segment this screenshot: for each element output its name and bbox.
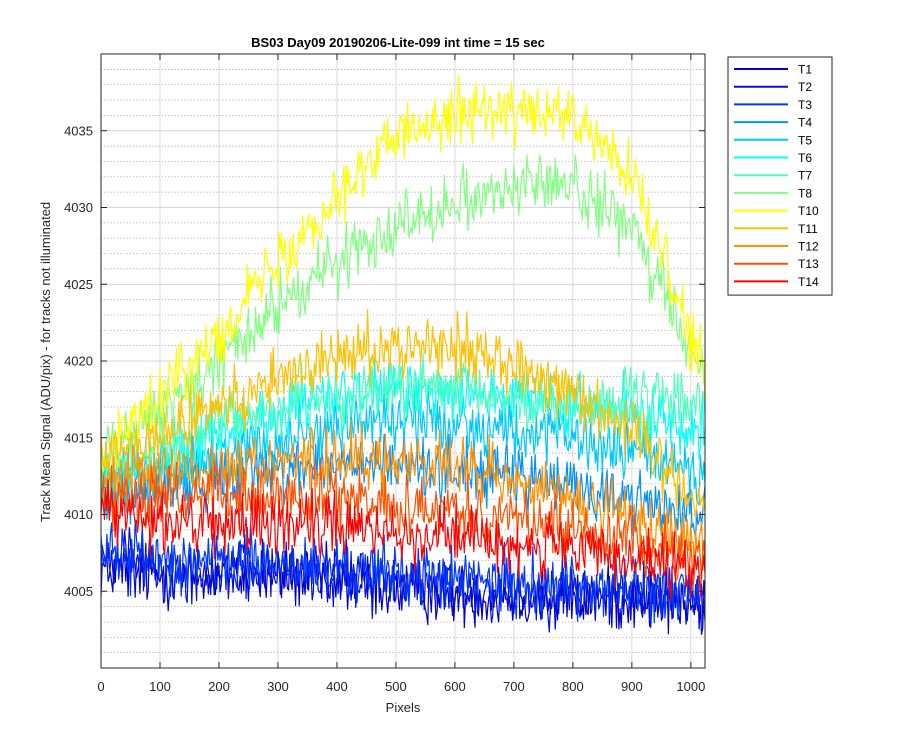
series-line-t7 [100, 352, 706, 510]
legend-label: T5 [798, 133, 812, 147]
x-axis-label: Pixels [386, 700, 421, 715]
legend-label: T6 [798, 151, 812, 165]
series-line-t11 [100, 309, 706, 519]
y-tick-label: 4030 [64, 200, 93, 215]
y-tick-label: 4015 [64, 430, 93, 445]
legend-label: T11 [798, 222, 818, 236]
x-tick-label: 300 [267, 679, 289, 694]
series-line-t12 [100, 421, 706, 572]
series-layer [100, 75, 706, 636]
legend-label: T1 [798, 63, 812, 77]
x-tick-label: 800 [562, 679, 584, 694]
legend-label: T13 [798, 257, 819, 271]
x-tick-label: 500 [385, 679, 407, 694]
x-tick-label: 100 [149, 679, 171, 694]
x-tick-label: 600 [444, 679, 466, 694]
legend-label: T8 [798, 186, 812, 200]
x-tick-label: 200 [208, 679, 230, 694]
x-tick-label: 700 [503, 679, 525, 694]
y-tick-label: 4005 [64, 584, 93, 599]
legend-label: T7 [798, 169, 812, 183]
series-line-t5 [100, 385, 706, 520]
x-tick-label: 400 [326, 679, 348, 694]
legend-label: T10 [798, 204, 819, 218]
legend-label: T14 [798, 275, 819, 289]
legend-label: T3 [798, 98, 812, 112]
x-tick-label: 900 [621, 679, 643, 694]
series-line-t3 [100, 519, 706, 624]
y-tick-label: 4035 [64, 123, 93, 138]
y-tick-label: 4010 [64, 507, 93, 522]
chart-title: BS03 Day09 20190206-Lite-099 int time = … [251, 35, 545, 50]
plot-area: 0 100 200 300 400 500 600 700 800 900 1000 4005 401… [64, 53, 706, 694]
x-tick-label: 0 [97, 679, 104, 694]
y-axis-label: Track Mean Signal (ADU/pix) - for tracks… [38, 202, 53, 522]
y-axis-ticks: 4005 4010 4015 4020 4025 4030 4035 [64, 123, 705, 599]
legend-label: T12 [798, 240, 819, 254]
legend-label: T4 [798, 116, 812, 130]
series-line-t10 [100, 75, 706, 472]
x-tick-label: 1000 [676, 679, 705, 694]
legend: T1 T2 T3 T4 T5 T6 T7 T8 T10 T11 T12 T13 T14 [727, 56, 833, 296]
x-axis-ticks: 0 100 200 300 400 500 600 700 800 900 1000 [97, 54, 705, 694]
y-tick-label: 4025 [64, 277, 93, 292]
legend-label: T2 [798, 80, 812, 94]
series-line-t14 [100, 479, 706, 601]
series-line-t8 [100, 153, 706, 470]
y-tick-label: 4020 [64, 354, 93, 369]
